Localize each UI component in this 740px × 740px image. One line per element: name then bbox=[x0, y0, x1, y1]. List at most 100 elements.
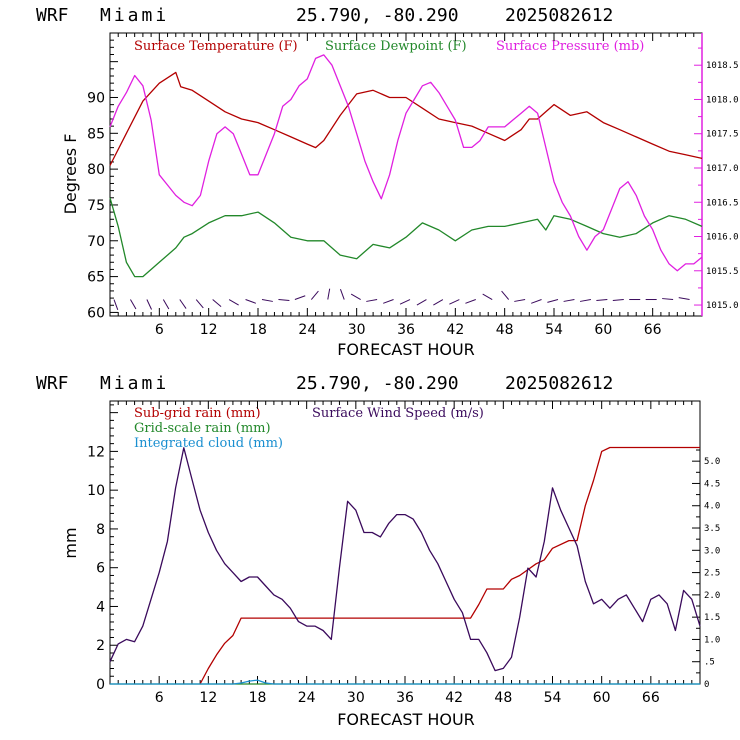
wind-barb bbox=[212, 299, 222, 307]
series-line-1 bbox=[109, 197, 703, 278]
wind-barb bbox=[501, 290, 510, 300]
right-tick-label: 4.5 bbox=[704, 479, 720, 489]
right-tick-label: .5 bbox=[704, 658, 715, 668]
panel2-location: Miami bbox=[100, 373, 169, 394]
wind-barb bbox=[449, 299, 460, 305]
right-tick-label: 2.0 bbox=[704, 591, 720, 601]
panel2-right-ticks: 0 .5 1.0 1.5 2.0 2.5 3.0 3.5 4.0 4.5 5.0 bbox=[692, 449, 720, 690]
legend-gridscale-rain: Grid-scale rain (mm) bbox=[134, 421, 271, 436]
y-tick-label: 10 bbox=[87, 483, 105, 499]
panel1-wind-barbs bbox=[113, 288, 690, 311]
wind-barb bbox=[563, 299, 575, 302]
panel1-frame bbox=[109, 32, 703, 317]
panel1-model: WRF bbox=[36, 5, 69, 26]
x-tick-label: 6 bbox=[155, 322, 164, 338]
panel1-right-ticks: 1015.0 1015.5 1016.0 1016.5 1017.0 1017.5 1018… bbox=[694, 47, 739, 311]
panel2-run: 2025082612 bbox=[505, 373, 613, 394]
panel1-xlabel: FORECAST HOUR bbox=[337, 340, 475, 359]
wind-barb bbox=[531, 299, 542, 304]
x-tick-label: 42 bbox=[445, 690, 463, 706]
panel2-coords: 25.790, -80.290 bbox=[296, 373, 459, 394]
y-tick-label: 85 bbox=[87, 126, 105, 142]
legend-pressure: Surface Pressure (mb) bbox=[496, 39, 644, 54]
wind-barb bbox=[482, 293, 493, 300]
right-tick-label: 1017.0 bbox=[706, 164, 739, 174]
x-tick-label: 30 bbox=[347, 690, 365, 706]
panel2-series bbox=[109, 446, 701, 685]
y-tick-label: 6 bbox=[96, 561, 105, 577]
legend-wind-speed: Surface Wind Speed (m/s) bbox=[312, 406, 484, 421]
legend-temperature: Surface Temperature (F) bbox=[134, 39, 298, 54]
panel2-x-ticks: 6 12 18 24 30 36 42 48 54 60 66 bbox=[117, 401, 693, 706]
wind-barb bbox=[399, 299, 411, 305]
y-tick-label: 65 bbox=[87, 270, 105, 286]
right-tick-label: 5.0 bbox=[704, 457, 720, 467]
x-tick-label: 48 bbox=[496, 322, 514, 338]
wind-barb bbox=[162, 299, 170, 310]
wind-barb bbox=[130, 299, 137, 310]
x-tick-label: 60 bbox=[594, 322, 612, 338]
wind-barb bbox=[596, 299, 608, 301]
wind-barb bbox=[245, 299, 257, 304]
wind-barb bbox=[179, 299, 187, 309]
right-tick-label: 3.0 bbox=[704, 546, 720, 556]
wind-barb bbox=[547, 299, 559, 303]
right-tick-label: 1015.5 bbox=[706, 267, 739, 277]
y-tick-label: 90 bbox=[87, 90, 105, 106]
wind-barb bbox=[366, 299, 378, 302]
wind-barb bbox=[146, 299, 152, 310]
right-tick-label: 1017.5 bbox=[706, 130, 739, 140]
wind-barb bbox=[113, 299, 119, 311]
panel2-y-ticks: 0 2 4 6 8 10 12 bbox=[87, 404, 118, 693]
right-tick-label: 1.5 bbox=[704, 613, 720, 623]
series-line-3 bbox=[109, 447, 701, 672]
right-tick-label: 2.5 bbox=[704, 569, 720, 579]
y-tick-label: 12 bbox=[87, 444, 105, 460]
right-tick-label: 1018.5 bbox=[706, 61, 739, 71]
x-tick-label: 12 bbox=[199, 690, 217, 706]
x-tick-label: 24 bbox=[298, 690, 316, 706]
panel1-location: Miami bbox=[100, 5, 169, 26]
x-tick-label: 24 bbox=[298, 322, 316, 338]
wind-barb bbox=[278, 299, 290, 301]
wind-barb bbox=[310, 290, 319, 300]
legend-subgrid-rain: Sub-grid rain (mm) bbox=[134, 406, 261, 421]
panel1-coords: 25.790, -80.290 bbox=[296, 5, 459, 26]
x-tick-label: 54 bbox=[544, 690, 562, 706]
right-tick-label: 1016.5 bbox=[706, 198, 739, 208]
panel2-ylabel: mm bbox=[61, 527, 80, 558]
legend-integrated-cloud: Integrated cloud (mm) bbox=[134, 436, 283, 451]
right-tick-label: 1018.0 bbox=[706, 95, 739, 105]
panel1-ylabel: Degrees F bbox=[61, 134, 80, 215]
y-tick-label: 75 bbox=[87, 198, 105, 214]
y-tick-label: 60 bbox=[87, 305, 105, 321]
wind-barb bbox=[228, 299, 239, 306]
right-tick-label: 1015.0 bbox=[706, 301, 739, 311]
x-tick-label: 42 bbox=[446, 322, 464, 338]
x-tick-label: 36 bbox=[396, 690, 414, 706]
wind-barb bbox=[612, 299, 624, 301]
y-tick-label: 0 bbox=[96, 677, 105, 693]
panel1-y-ticks: 60 65 70 75 80 85 90 bbox=[87, 32, 118, 321]
wind-barb bbox=[294, 295, 306, 300]
wind-barb bbox=[678, 297, 690, 301]
x-tick-label: 60 bbox=[593, 690, 611, 706]
y-tick-label: 70 bbox=[87, 234, 105, 250]
x-tick-label: 30 bbox=[348, 322, 366, 338]
right-tick-label: 3.5 bbox=[704, 524, 720, 534]
right-tick-label: 1.0 bbox=[704, 635, 720, 645]
wind-barb bbox=[350, 293, 361, 300]
wind-barb bbox=[339, 289, 345, 300]
y-tick-label: 2 bbox=[96, 638, 105, 654]
x-tick-label: 18 bbox=[249, 322, 267, 338]
wind-barb bbox=[261, 299, 273, 302]
y-tick-label: 80 bbox=[87, 162, 105, 178]
wind-barb bbox=[662, 298, 674, 301]
x-tick-label: 6 bbox=[155, 690, 164, 706]
series-line-0 bbox=[109, 71, 703, 166]
series-line-0 bbox=[199, 446, 700, 685]
right-tick-label: 1016.0 bbox=[706, 233, 739, 243]
x-tick-label: 54 bbox=[545, 322, 563, 338]
